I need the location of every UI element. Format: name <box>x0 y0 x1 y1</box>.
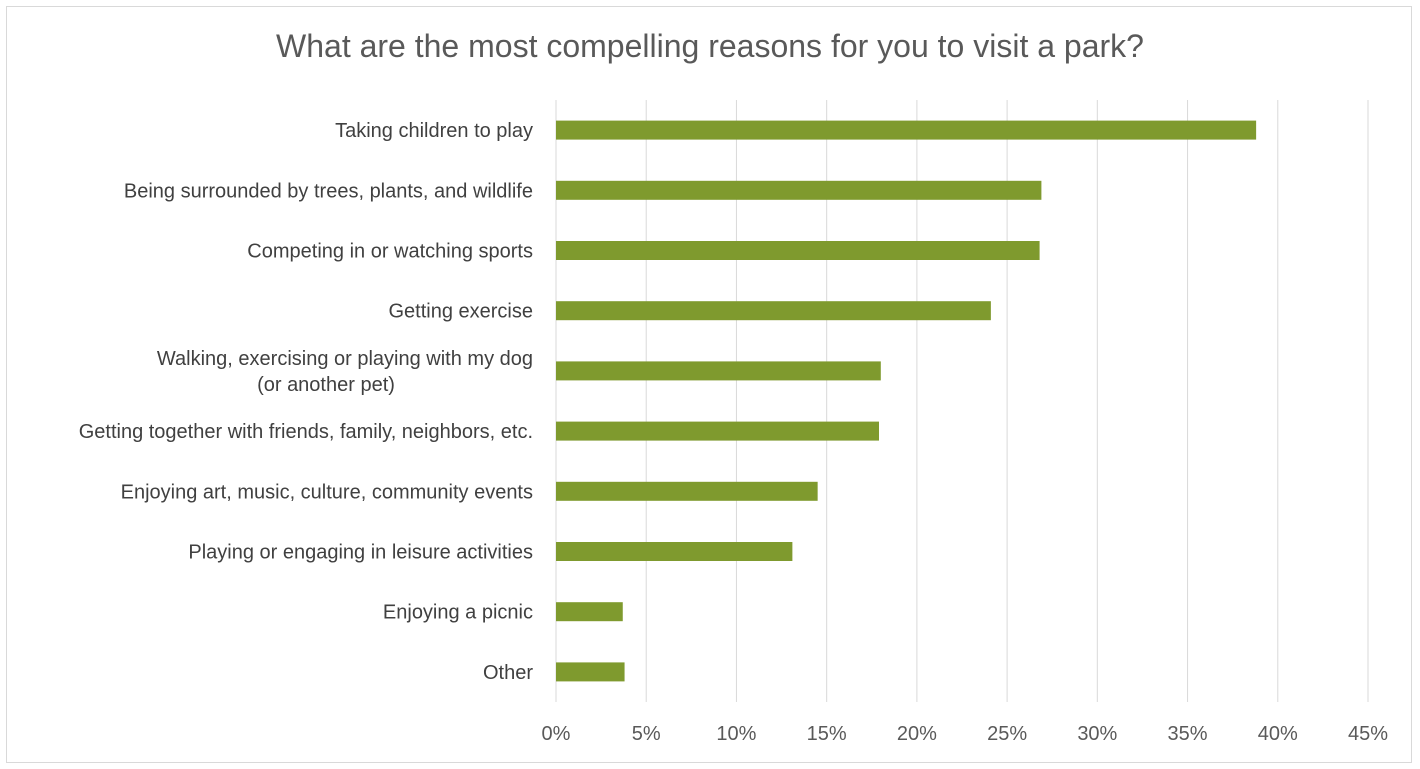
x-tick-label: 30% <box>1077 723 1117 745</box>
category-label: Walking, exercising or playing with my d… <box>157 348 533 370</box>
category-label: Enjoying art, music, culture, community … <box>121 481 533 503</box>
x-tick-label: 10% <box>716 723 756 745</box>
bar <box>556 361 881 381</box>
category-label: Playing or engaging in leisure activitie… <box>188 542 533 564</box>
x-tick-label: 20% <box>897 723 937 745</box>
bar <box>556 602 623 622</box>
category-label: Getting exercise <box>388 301 533 323</box>
x-tick-label: 0% <box>542 723 571 745</box>
category-label: Other <box>483 662 533 684</box>
chart-title: What are the most compelling reasons for… <box>276 28 1144 64</box>
category-label: Taking children to play <box>335 120 533 142</box>
category-label: Being surrounded by trees, plants, and w… <box>124 180 533 202</box>
bar <box>556 301 991 321</box>
x-tick-label: 45% <box>1348 723 1388 745</box>
bar <box>556 180 1042 200</box>
category-label: Getting together with friends, family, n… <box>79 421 533 443</box>
x-tick-label: 40% <box>1258 723 1298 745</box>
category-label: (or another pet) <box>257 374 395 396</box>
bar <box>556 120 1257 140</box>
x-tick-label: 25% <box>987 723 1027 745</box>
x-tick-label: 15% <box>807 723 847 745</box>
bar <box>556 481 818 501</box>
x-tick-label: 5% <box>632 723 661 745</box>
bar <box>556 421 879 441</box>
bar <box>556 542 793 561</box>
bar <box>556 662 625 682</box>
category-label: Enjoying a picnic <box>383 602 533 624</box>
category-label: Competing in or watching sports <box>247 241 533 263</box>
x-tick-label: 35% <box>1168 723 1208 745</box>
bar <box>556 241 1040 260</box>
